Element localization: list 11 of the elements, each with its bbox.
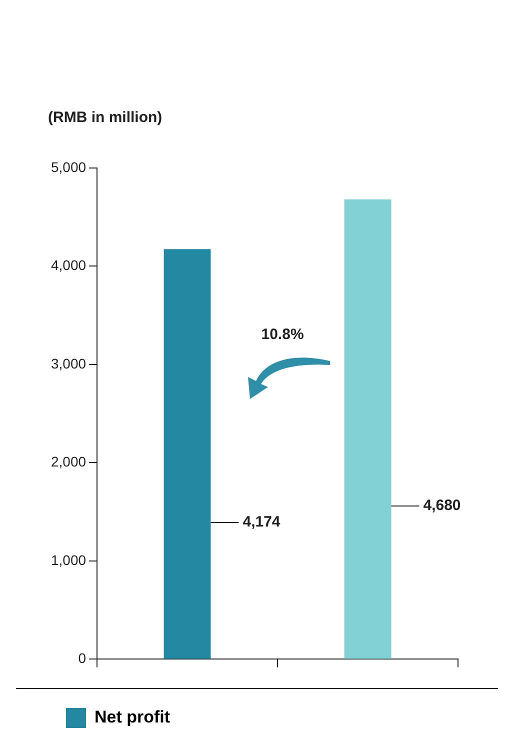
- y-tick-label: 4,000: [50, 257, 86, 274]
- y-tick-label: 3,000: [50, 355, 86, 372]
- y-axis-title: (RMB in million): [48, 109, 162, 126]
- y-tick-label: 2,000: [50, 454, 86, 470]
- y-tick-label: 0: [78, 650, 86, 666]
- legend-label: Net profit: [94, 708, 170, 727]
- annotation: 10.8%: [261, 326, 304, 344]
- data-label: 4,174: [242, 514, 281, 531]
- y-tick-label: 5,000: [50, 158, 86, 175]
- y-tick-label: 1,000: [50, 552, 86, 568]
- data-label: 4,680: [423, 497, 461, 514]
